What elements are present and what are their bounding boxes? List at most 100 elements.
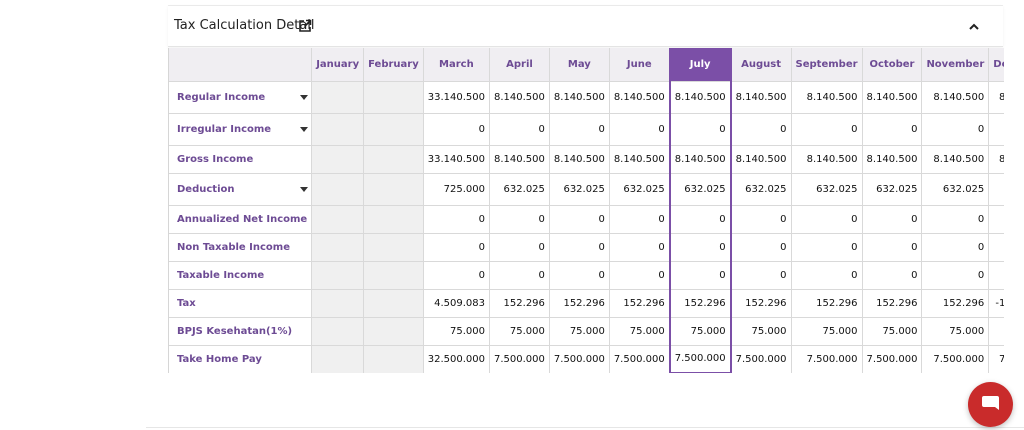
- row-label-text: Take Home Pay: [177, 353, 262, 365]
- chat-button[interactable]: [968, 382, 1013, 427]
- table-cell: 8.140.500: [668, 145, 732, 174]
- table-row: Taxable Income000000000064.986.00: [169, 261, 1004, 290]
- table-cell: 32.500.000: [423, 345, 491, 373]
- table-cell: 0: [423, 261, 491, 290]
- table-cell: 8.140.500: [549, 81, 610, 114]
- table-cell: [363, 261, 424, 290]
- table-cell: 8.140.500: [668, 81, 732, 114]
- table-cell: 8.140.500: [921, 145, 990, 174]
- table-cell: [311, 145, 365, 174]
- table-cell: 0: [921, 261, 990, 290]
- table-cell: [311, 289, 365, 318]
- table-cell: 0: [668, 261, 732, 290]
- table-cell: 0: [862, 113, 923, 146]
- table-cell: 0: [921, 233, 990, 262]
- table-cell: 0: [730, 205, 792, 234]
- table-cell: 7.500.000: [862, 345, 923, 373]
- table-cell: 0: [423, 205, 491, 234]
- caret-down-icon[interactable]: [300, 95, 308, 100]
- column-header-january: January: [311, 48, 365, 82]
- table-cell: [311, 345, 365, 373]
- table-cell: [363, 289, 424, 318]
- table-cell: 0: [921, 113, 990, 146]
- table-cell: 632.025: [549, 173, 610, 206]
- chevron-up-icon[interactable]: [968, 21, 980, 33]
- row-label: Taxable Income: [169, 261, 313, 290]
- table-cell: 632.025: [668, 173, 732, 206]
- table-cell: [311, 261, 365, 290]
- table-cell: 0: [668, 113, 732, 146]
- column-header-june: June: [609, 48, 671, 82]
- table-cell: 152.296: [921, 289, 990, 318]
- card-title: Tax Calculation Detail: [174, 18, 315, 33]
- row-label[interactable]: Deduction: [169, 173, 313, 206]
- table-row: BPJS Kesehatan(1%) 75.000 75.000 75.000 75.0…: [169, 317, 1004, 346]
- table-cell: 0: [423, 113, 491, 146]
- caret-down-icon[interactable]: [300, 127, 308, 132]
- table-cell: 0: [791, 233, 863, 262]
- table-cell: 8.140.500: [730, 145, 792, 174]
- table-cell: 0: [791, 261, 863, 290]
- table-cell: [363, 205, 424, 234]
- row-label-text: Tax: [177, 297, 196, 309]
- row-label-text: Taxable Income: [177, 269, 265, 281]
- table-cell: 8.140.500: [549, 145, 610, 174]
- table-cell: 7.500.000: [668, 345, 732, 373]
- table-cell: 632.025: [862, 173, 923, 206]
- table-cell: 152.296: [862, 289, 923, 318]
- table-cell: 8.140.500: [988, 145, 1004, 174]
- table-cell: 75.000: [988, 317, 1004, 346]
- table-cell: 0: [549, 233, 610, 262]
- table-cell: 0: [862, 233, 923, 262]
- table-cell: 8.140.500: [862, 145, 923, 174]
- table-cell: 152.296: [730, 289, 792, 318]
- table-cell: [311, 173, 365, 206]
- table-cell: [363, 345, 424, 373]
- column-header-november: November: [921, 48, 990, 82]
- table-cell: 152.296: [489, 289, 550, 318]
- table-cell: [311, 113, 365, 146]
- table-cell: 0: [730, 261, 792, 290]
- table-cell: 75.000: [668, 317, 732, 346]
- column-header-july: July: [668, 48, 732, 82]
- table-cell: 0: [988, 233, 1004, 262]
- caret-down-icon[interactable]: [300, 187, 308, 192]
- table-cell: 75.000: [423, 317, 491, 346]
- table-row: Take Home Pay 32.500.000 7.500.000 7.500.00…: [169, 345, 1004, 373]
- table-cell: 0: [988, 205, 1004, 234]
- tax-table-container[interactable]: January February March April May June July Augu…: [168, 48, 1004, 373]
- table-cell: 0: [489, 113, 550, 146]
- row-label: BPJS Kesehatan(1%): [169, 317, 313, 346]
- row-label-text: Non Taxable Income: [177, 241, 291, 253]
- table-cell: 0: [730, 233, 792, 262]
- table-cell: 75.000: [730, 317, 792, 346]
- table-cell: 0: [549, 261, 610, 290]
- table-cell: 632.025: [791, 173, 863, 206]
- table-row: Deduction 725.000 632.025 632.025 632.025 632…: [169, 173, 1004, 206]
- table-cell: [363, 113, 424, 146]
- table-cell: 7.500.000: [549, 345, 610, 373]
- table-row: Non Taxable Income000000000054.000.00: [169, 233, 1004, 262]
- table-cell: 8.140.500: [921, 81, 990, 114]
- external-link-icon[interactable]: [298, 19, 312, 33]
- row-label[interactable]: Irregular Income: [169, 113, 313, 146]
- column-header-december: December: [988, 48, 1004, 82]
- column-header-february: February: [363, 48, 424, 82]
- table-cell: 7.500.000: [791, 345, 863, 373]
- table-cell: 75.000: [791, 317, 863, 346]
- row-label-text: Deduction: [177, 183, 235, 195]
- table-cell: 7.500.000: [921, 345, 990, 373]
- table-row: Regular Income 33.140.500 8.140.500 8.140.5…: [169, 81, 1004, 114]
- table-cell: 152.296: [791, 289, 863, 318]
- row-label[interactable]: Regular Income: [169, 81, 313, 114]
- table-cell: 0: [988, 113, 1004, 146]
- row-label: Non Taxable Income: [169, 233, 313, 262]
- table-cell: 7.500.000: [730, 345, 792, 373]
- table-cell: 0: [609, 261, 671, 290]
- table-cell: 33.140.500: [423, 145, 491, 174]
- table-cell: 0: [609, 205, 671, 234]
- row-label: Take Home Pay: [169, 345, 313, 373]
- table-cell: 4.509.083: [423, 289, 491, 318]
- table-cell: 0: [489, 205, 550, 234]
- table-cell: 0: [549, 205, 610, 234]
